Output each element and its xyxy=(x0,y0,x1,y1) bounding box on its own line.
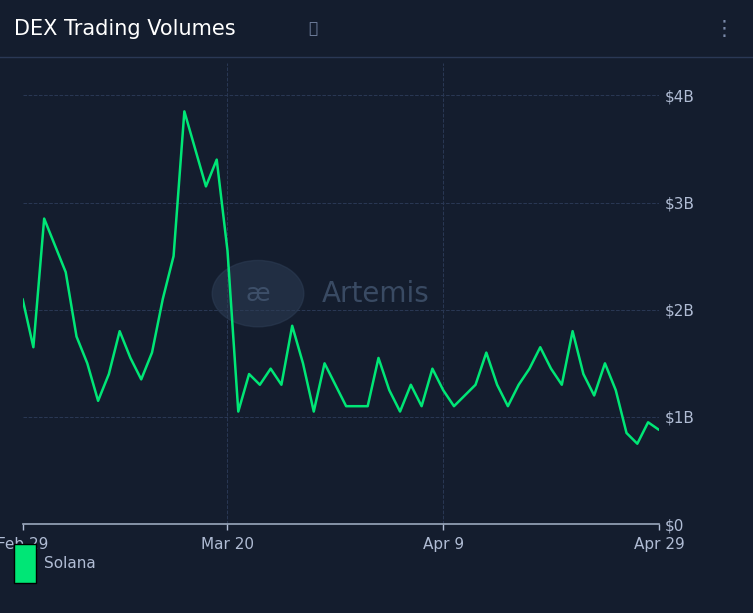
Text: Artemis: Artemis xyxy=(322,280,429,308)
Circle shape xyxy=(212,261,303,327)
Text: ⋮: ⋮ xyxy=(713,18,734,39)
Text: DEX Trading Volumes: DEX Trading Volumes xyxy=(14,18,235,39)
Text: æ: æ xyxy=(245,281,270,306)
Text: Solana: Solana xyxy=(44,556,96,571)
FancyBboxPatch shape xyxy=(14,544,36,583)
Text: ⓘ: ⓘ xyxy=(309,21,318,36)
